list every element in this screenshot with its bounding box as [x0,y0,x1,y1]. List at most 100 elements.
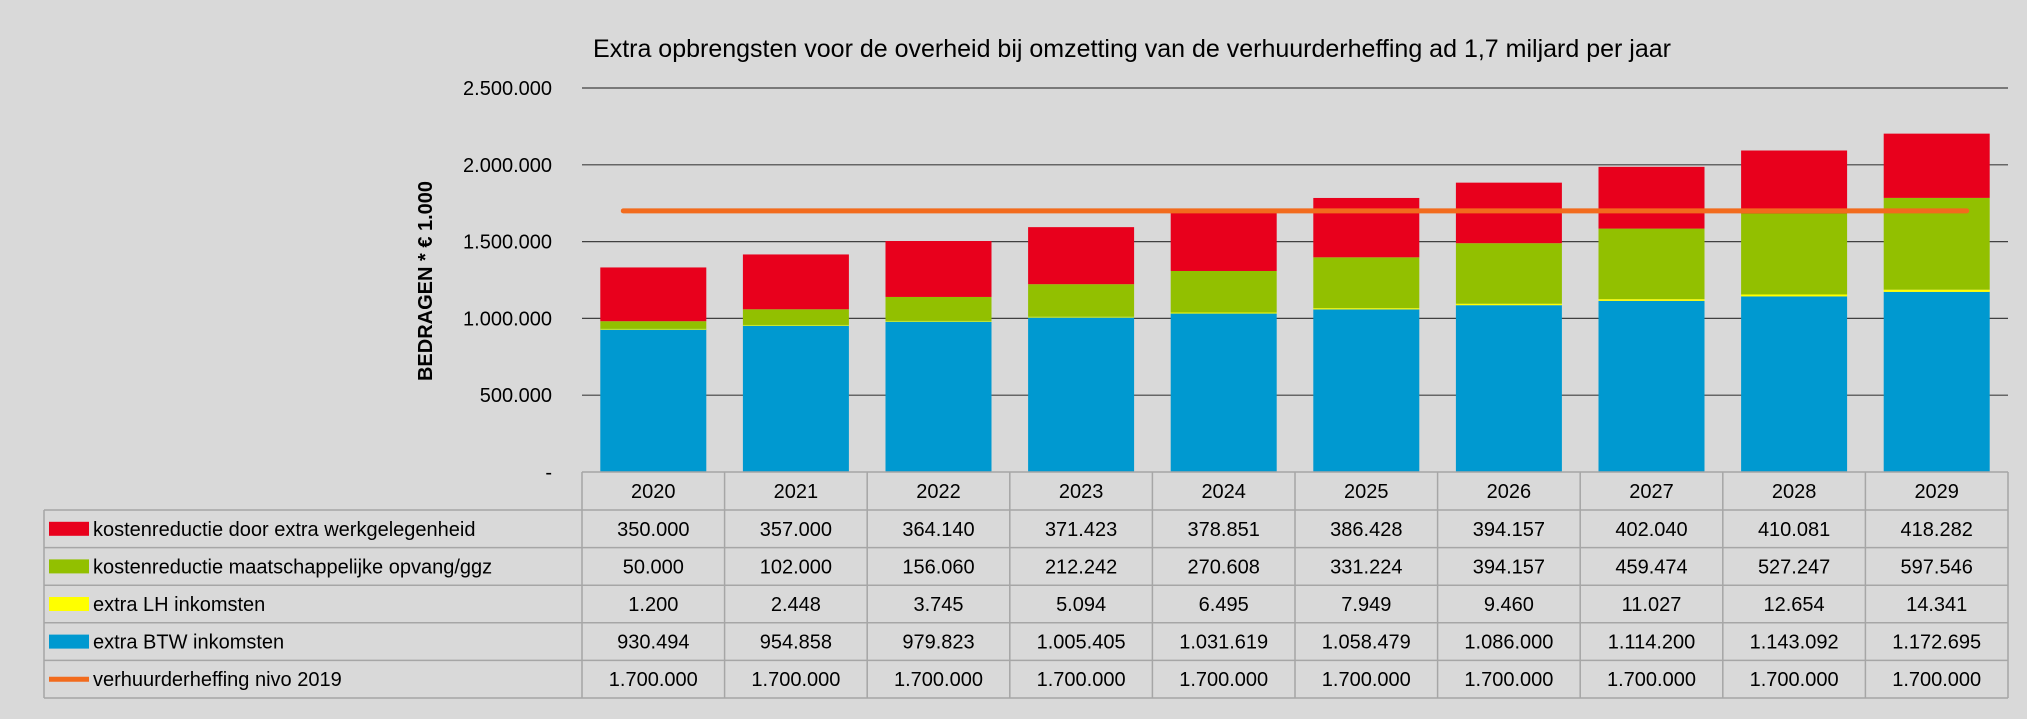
y-axis-ticks: - 500.000 1.000.000 1.500.000 2.000.000 2.500… [463,78,552,484]
y-tick-label: - [545,462,552,484]
bar-kostenreductie-maatschappelijke-opvang-ggz-2020 [600,321,707,329]
bar-extra-lh-inkomsten-2025 [1313,308,1420,310]
y-tick-label: 2.000.000 [463,155,552,177]
x-tick-label: 2021 [774,481,819,503]
table-cell-value: 1.700.000 [894,669,983,691]
table-cell-value: 954.858 [760,632,832,654]
y-axis-label: BEDRAGEN * € 1.000 [415,181,437,381]
bar-kostenreductie-door-extra-werkgelegenheid-2029 [1883,133,1990,198]
table-cell-value: 7.949 [1341,594,1391,616]
bar-extra-lh-inkomsten-2029 [1883,289,1990,292]
table-cell-value: 1.200 [628,594,678,616]
table-cell-value: 331.224 [1330,556,1402,578]
bar-kostenreductie-door-extra-werkgelegenheid-2022 [885,241,992,297]
table-cell-value: 386.428 [1330,519,1402,541]
table-cell-value: 50.000 [623,556,684,578]
table-cell-value: 1.172.695 [1892,632,1981,654]
x-tick-label: 2025 [1344,481,1389,503]
bar-kostenreductie-maatschappelijke-opvang-ggz-2026 [1455,243,1562,304]
table-cell-value: 102.000 [760,556,832,578]
table-cell-value: 402.040 [1615,519,1687,541]
bar-kostenreductie-door-extra-werkgelegenheid-2023 [1028,227,1135,285]
bar-kostenreductie-door-extra-werkgelegenheid-2028 [1741,150,1848,214]
table-cell-value: 212.242 [1045,556,1117,578]
x-tick-label: 2023 [1059,481,1104,503]
bar-extra-lh-inkomsten-2020 [600,328,707,330]
table-cell-value: 1.114.200 [1608,632,1696,654]
chart-title: Extra opbrengsten voor de overheid bij o… [593,35,1671,63]
table-cell-value: 1.700.000 [751,669,840,691]
table-cell-value: 1.700.000 [1179,669,1268,691]
table-cell-value: 1.700.000 [1037,669,1126,691]
table-cell-value: 1.031.619 [1179,632,1268,654]
bar-extra-btw-inkomsten-2021 [742,325,849,472]
table-cell-value: 418.282 [1901,519,1973,541]
bar-kostenreductie-maatschappelijke-opvang-ggz-2023 [1028,284,1135,317]
table-cell-value: 1.700.000 [1750,669,1839,691]
legend-key-swatch [49,634,89,649]
legend-label: extra BTW inkomsten [93,632,284,654]
table-cell-value: 357.000 [760,519,832,541]
bar-kostenreductie-maatschappelijke-opvang-ggz-2027 [1598,228,1705,300]
bar-kostenreductie-door-extra-werkgelegenheid-2020 [600,267,707,322]
table-cell-value: 2.448 [771,594,821,616]
bar-extra-btw-inkomsten-2029 [1883,291,1990,472]
bar-kostenreductie-maatschappelijke-opvang-ggz-2028 [1741,213,1848,295]
table-cell-value: 1.700.000 [1322,669,1411,691]
x-tick-label: 2024 [1201,481,1246,503]
x-tick-label: 2026 [1487,481,1532,503]
table-cell-value: 1.700.000 [1607,669,1696,691]
bar-extra-btw-inkomsten-2026 [1455,305,1562,472]
legend-label: extra LH inkomsten [93,594,265,616]
y-tick-label: 2.500.000 [463,78,552,100]
table-cell-value: 3.745 [913,594,963,616]
table-cell-value: 1.058.479 [1322,632,1411,654]
table-cell-value: 364.140 [902,519,974,541]
table-cell-value: 394.157 [1473,556,1545,578]
bar-extra-btw-inkomsten-2022 [885,321,992,472]
bar-extra-btw-inkomsten-2028 [1741,296,1848,472]
bar-kostenreductie-maatschappelijke-opvang-ggz-2024 [1170,270,1277,313]
table-cell-value: 1.700.000 [1892,669,1981,691]
table-cell-value: 371.423 [1045,519,1117,541]
x-tick-label: 2020 [631,481,676,503]
bar-extra-lh-inkomsten-2026 [1455,303,1562,306]
table-cell-value: 350.000 [617,519,689,541]
bar-kostenreductie-door-extra-werkgelegenheid-2027 [1598,166,1705,229]
table-cell-value: 378.851 [1188,519,1260,541]
bar-kostenreductie-maatschappelijke-opvang-ggz-2025 [1313,257,1420,309]
x-tick-label: 2028 [1772,481,1817,503]
bar-extra-lh-inkomsten-2028 [1741,294,1848,297]
legend-label: kostenreductie door extra werkgelegenhei… [93,519,475,541]
table-cell-value: 410.081 [1758,519,1830,541]
table-cell-value: 597.546 [1901,556,1973,578]
bar-kostenreductie-door-extra-werkgelegenheid-2025 [1313,197,1420,258]
bar-kostenreductie-maatschappelijke-opvang-ggz-2022 [885,296,992,321]
bar-extra-lh-inkomsten-2022 [885,320,992,322]
legend-label: kostenreductie maatschappelijke opvang/g… [93,556,492,578]
table-cell-value: 14.341 [1906,594,1967,616]
table-cell-value: 979.823 [902,632,974,654]
bar-extra-btw-inkomsten-2020 [600,329,707,472]
x-tick-label: 2022 [916,481,961,503]
bar-extra-lh-inkomsten-2021 [742,324,849,326]
bar-extra-lh-inkomsten-2024 [1170,312,1277,314]
table-cell-value: 1.086.000 [1464,632,1553,654]
bar-extra-btw-inkomsten-2024 [1170,313,1277,472]
x-tick-label: 2029 [1914,481,1959,503]
legend-key-swatch [49,559,89,574]
table-cell-value: 156.060 [902,556,974,578]
bar-kostenreductie-maatschappelijke-opvang-ggz-2021 [742,309,849,325]
table-cell-value: 5.094 [1056,594,1106,616]
bar-extra-btw-inkomsten-2025 [1313,309,1420,472]
bars [600,133,1990,472]
y-tick-label: 1.000.000 [463,308,552,330]
table-cell-value: 1.143.092 [1750,632,1839,654]
table-cell-value: 527.247 [1758,556,1830,578]
legend-key-swatch [49,597,89,611]
y-tick-label: 500.000 [480,385,552,407]
bar-kostenreductie-door-extra-werkgelegenheid-2021 [742,254,849,310]
table-cell-value: 1.005.405 [1037,632,1126,654]
bar-extra-btw-inkomsten-2023 [1028,317,1135,472]
